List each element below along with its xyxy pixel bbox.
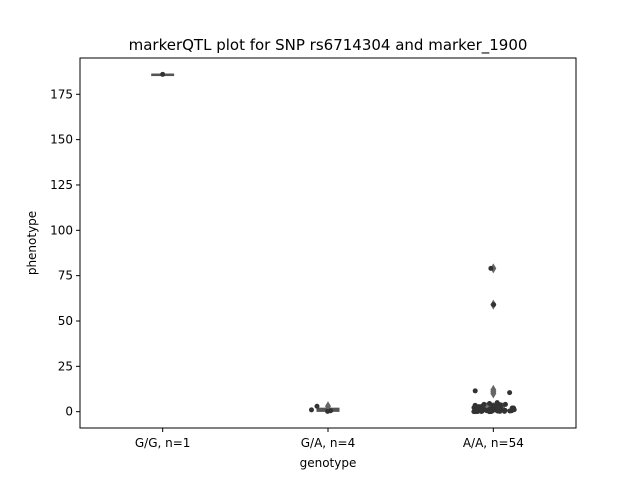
y-tick-label: 150 xyxy=(50,133,73,147)
x-axis: G/G, n=1 G/A, n=4 A/A, n=54 xyxy=(135,428,524,450)
y-tick-label: 0 xyxy=(65,405,73,419)
x-tick-label: G/A, n=4 xyxy=(301,436,355,450)
y-tick-label: 125 xyxy=(50,178,73,192)
data-point xyxy=(507,390,513,396)
data-point xyxy=(488,265,494,271)
data-point xyxy=(314,403,320,409)
x-tick-label: G/G, n=1 xyxy=(135,436,191,450)
data-point xyxy=(471,409,477,415)
plot-frame xyxy=(79,57,577,429)
y-tick-label: 100 xyxy=(50,223,73,237)
y-tick-label: 25 xyxy=(58,359,73,373)
data-point xyxy=(478,408,484,414)
outlier-marker xyxy=(490,388,497,399)
data-point xyxy=(308,407,314,413)
y-axis: 0 25 50 75 100 125 150 175 xyxy=(50,87,80,419)
data-point xyxy=(497,408,503,414)
data-point xyxy=(502,401,508,407)
data-point xyxy=(487,409,493,415)
chart-title: markerQTL plot for SNP rs6714304 and mar… xyxy=(129,36,528,55)
data-point xyxy=(486,401,492,407)
y-tick-label: 75 xyxy=(58,269,73,283)
plot-content xyxy=(151,71,517,415)
data-point xyxy=(501,408,507,414)
data-point xyxy=(328,408,334,414)
y-tick-label: 175 xyxy=(50,87,73,101)
data-point xyxy=(491,302,497,308)
x-axis-label: genotype xyxy=(300,456,357,470)
data-point xyxy=(507,408,513,414)
data-point xyxy=(160,71,166,77)
y-tick-label: 50 xyxy=(58,314,73,328)
y-axis-label: phenotype xyxy=(25,211,39,275)
data-point xyxy=(472,388,478,394)
x-tick-label: A/A, n=54 xyxy=(463,436,524,450)
